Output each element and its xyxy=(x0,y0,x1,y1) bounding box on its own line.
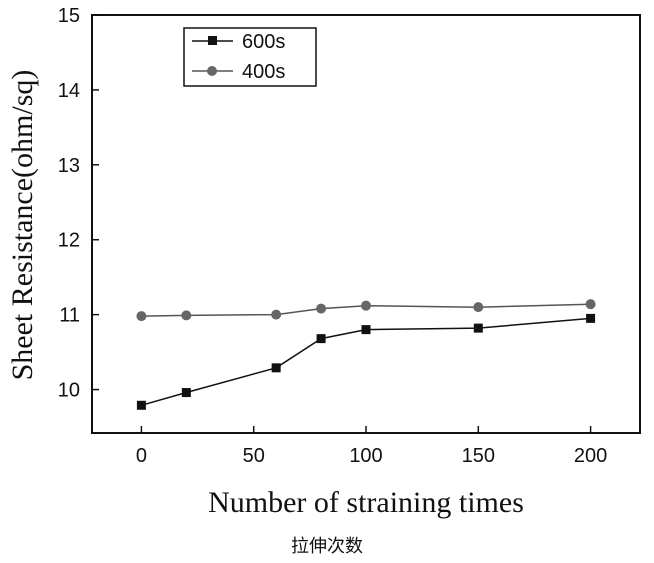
y-axis-title: Sheet Resistance(ohm/sq) xyxy=(6,70,39,381)
y-tick-label: 15 xyxy=(58,5,80,27)
x-tick-label: 50 xyxy=(243,445,265,467)
legend-label-400s: 400s xyxy=(242,61,285,83)
x-tick-label: 150 xyxy=(462,445,495,467)
y-tick-label: 12 xyxy=(58,230,80,252)
data-point-600s xyxy=(181,388,191,398)
x-tick-label: 0 xyxy=(136,445,147,467)
caption: 拉伸次数 xyxy=(291,536,363,557)
data-point-400s xyxy=(473,302,484,313)
data-point-400s xyxy=(316,303,327,314)
data-point-600s xyxy=(586,313,596,323)
legend-marker-400s xyxy=(207,66,217,76)
data-point-600s xyxy=(271,363,281,373)
data-point-400s xyxy=(271,309,282,320)
data-point-400s xyxy=(136,311,147,322)
data-point-400s xyxy=(181,310,192,321)
x-axis-title: Number of straining times xyxy=(208,486,524,519)
x-tick-label: 200 xyxy=(574,445,607,467)
legend-box xyxy=(183,27,317,87)
y-tick-label: 11 xyxy=(59,305,80,327)
legend-marker-600s xyxy=(208,36,217,45)
data-point-600s xyxy=(136,400,146,410)
plot-frame xyxy=(91,14,641,434)
y-tick-label: 10 xyxy=(58,380,80,402)
data-point-400s xyxy=(585,299,596,310)
legend-label-600s: 600s xyxy=(242,31,285,53)
legend: 600s 400s xyxy=(183,27,317,87)
y-tick-label: 14 xyxy=(58,80,80,102)
data-point-400s xyxy=(361,300,371,311)
x-tick-label: 100 xyxy=(349,445,382,467)
data-point-600s xyxy=(473,323,483,333)
data-point-600s xyxy=(316,334,326,344)
data-point-600s xyxy=(361,325,371,335)
y-tick-label: 13 xyxy=(58,155,80,177)
